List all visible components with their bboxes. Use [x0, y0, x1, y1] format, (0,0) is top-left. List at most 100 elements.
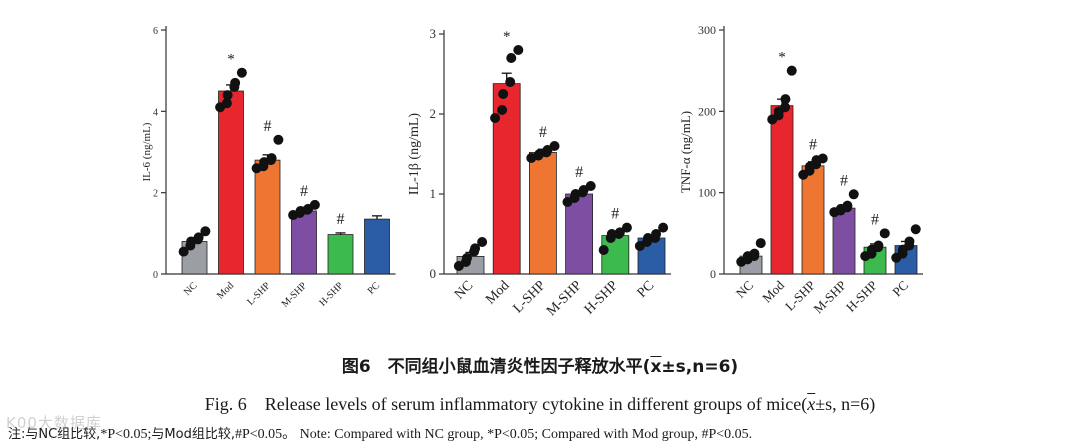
significance-mark: * [778, 50, 786, 66]
bar-l-shp [529, 151, 557, 275]
data-point [848, 189, 859, 200]
chart-panel-2: 0 1 2 3 IL-1β (ng/mL) NC * Mod # L-SHP # M-SHP # H-SH… [407, 26, 671, 319]
x-tick-label: NC [733, 278, 756, 301]
data-point [461, 253, 472, 263]
y-tick-label: 200 [698, 104, 716, 118]
data-point [490, 113, 501, 123]
bar-l-shp [254, 159, 281, 275]
x-tick-label: L-SHP [511, 278, 549, 316]
figure-note: 注:与NC组比较,*P<0.05;与Mod组比较,#P<0.05。 Note: … [8, 427, 753, 442]
significance-mark: * [227, 52, 235, 68]
significance-mark: # [337, 211, 345, 228]
significance-mark: # [300, 183, 308, 200]
data-point [749, 248, 760, 259]
data-point [817, 153, 828, 164]
y-tick-label: 300 [698, 23, 716, 37]
data-point [222, 90, 233, 101]
bar-m-shp [565, 193, 593, 275]
data-point [879, 228, 890, 239]
x-tick-label: NC [182, 280, 200, 298]
data-point [506, 53, 517, 63]
y-axis-label: TNF-α (ng/mL) [678, 111, 693, 193]
data-point [651, 229, 662, 239]
data-point [513, 45, 524, 55]
y-tick-label: 6 [153, 26, 158, 37]
data-point [755, 238, 766, 249]
y-tick-label: 0 [153, 270, 158, 281]
x-tick-label: PC [635, 278, 658, 301]
significance-mark: # [575, 164, 583, 181]
data-point [910, 224, 921, 235]
data-point [598, 245, 609, 255]
data-point [606, 229, 617, 239]
significance-mark: * [503, 29, 511, 45]
data-point [873, 240, 884, 251]
figure-caption-chinese: 图6 不同组小鼠血清炎性因子释放水平(x±s,n=6) [341, 357, 739, 377]
data-point [221, 98, 232, 109]
data-point [904, 236, 915, 247]
data-point [200, 226, 211, 237]
data-point [658, 222, 669, 233]
x-tick-label: M-SHP [280, 280, 310, 310]
y-axis-label: IL-1β (ng/mL) [407, 113, 422, 195]
bar-h-shp [601, 235, 630, 275]
x-tick-label: Mod [215, 280, 236, 301]
data-point [780, 94, 791, 105]
data-point [477, 237, 488, 247]
bar-l-shp [801, 165, 825, 275]
bar-pc [364, 218, 390, 275]
data-point [549, 141, 560, 151]
y-tick-label: 4 [153, 107, 158, 118]
data-point [621, 222, 632, 233]
x-tick-label: H-SHP [582, 278, 621, 317]
y-tick-label: 0 [430, 266, 437, 281]
data-point [497, 105, 508, 115]
data-point [178, 246, 189, 257]
data-point [614, 227, 625, 238]
bar-m-shp [291, 210, 317, 275]
bar-mod [770, 105, 794, 275]
data-point [470, 243, 481, 254]
y-tick-label: 2 [153, 189, 158, 200]
bar-mod [218, 90, 244, 275]
data-point [585, 181, 596, 191]
bar-mod [492, 83, 521, 275]
x-tick-label: Mod [483, 278, 512, 307]
significance-mark: # [539, 124, 547, 141]
significance-mark: # [611, 206, 619, 223]
x-tick-label: NC [452, 278, 476, 302]
x-tick-label: H-SHP [317, 280, 346, 309]
figure-panels: 0 2 4 6 IL-6 (ng/mL) NC * Mod # L-SHP # M-SHP # H-SHP… [141, 23, 923, 319]
bar-m-shp [832, 207, 856, 275]
significance-mark: # [809, 137, 817, 154]
bar-h-shp [327, 234, 354, 275]
y-tick-label: 1 [430, 186, 437, 201]
data-point [642, 233, 653, 243]
y-axis-label: IL-6 (ng/mL) [141, 122, 153, 181]
y-tick-label: 3 [430, 26, 437, 41]
significance-mark: # [264, 118, 272, 135]
figure-caption-english: Fig. 6 Release levels of serum inflammat… [204, 394, 876, 414]
data-point [780, 102, 791, 113]
y-tick-label: 0 [710, 267, 716, 281]
data-point [193, 232, 204, 243]
data-point [505, 77, 516, 87]
data-point [309, 199, 320, 210]
x-tick-label: H-SHP [843, 278, 880, 315]
y-tick-label: 2 [430, 106, 437, 121]
x-tick-label: M-SHP [810, 278, 849, 317]
significance-mark: # [840, 172, 848, 189]
x-tick-label: PC [889, 278, 911, 300]
x-tick-label: M-SHP [544, 278, 585, 319]
data-point [498, 89, 509, 99]
significance-mark: # [871, 211, 879, 228]
chart-panel-1: 0 2 4 6 IL-6 (ng/mL) NC * Mod # L-SHP # M-SHP # H-SHP… [141, 26, 396, 310]
data-point [266, 153, 277, 164]
data-point [236, 67, 247, 78]
data-point [273, 134, 284, 145]
watermark: K00大数据库 [6, 414, 102, 432]
data-point [230, 77, 241, 88]
x-tick-label: L-SHP [245, 280, 273, 308]
data-point [842, 200, 853, 211]
